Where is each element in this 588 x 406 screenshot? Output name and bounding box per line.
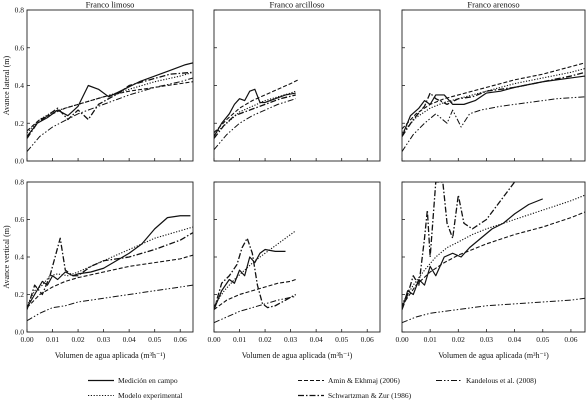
series-line-dotted [27, 71, 193, 134]
x-tick-label: 0.04 [310, 335, 323, 344]
series-line-dotted [214, 230, 297, 307]
x-tick-label: 0.02 [72, 335, 85, 344]
legend-label: Amin & Ekhmaj (2006) [328, 376, 400, 385]
x-tick-label: 0.00 [395, 335, 408, 344]
series-line-dashdot [402, 71, 585, 137]
y-tick-label: 0.2 [15, 119, 25, 128]
series-line-dashdot [27, 232, 193, 310]
legend-label: Medición en campo [118, 376, 178, 385]
y-tick-label: 0.6 [15, 43, 25, 52]
x-tick-label: 0.01 [46, 335, 59, 344]
plot-frame [401, 181, 586, 333]
x-tick-label: 0.04 [123, 335, 136, 344]
legend-label: Schwartzman & Zur (1986) [328, 391, 412, 400]
x-tick-label: 0.03 [480, 335, 493, 344]
panel-title: Franco arenoso [467, 0, 519, 10]
x-axis-label: Volumen de agua aplicada (m³h⁻¹) [242, 351, 353, 360]
x-tick-label: 0.02 [259, 335, 272, 344]
panel-vertical-0 [26, 181, 194, 333]
y-tick-label: 0.0 [15, 328, 25, 337]
x-tick-label: 0.05 [148, 335, 161, 344]
panel-title: Franco arcilloso [270, 0, 325, 10]
legend-label: Kandelous et al. (2008) [466, 376, 537, 385]
series-line-dashdotdot [402, 297, 585, 324]
panel-vertical-1 [213, 181, 381, 333]
y-tick-label: 0.6 [15, 215, 25, 224]
series-line-dashdotdot [214, 98, 296, 151]
series-line-dashdot [27, 71, 193, 139]
y-tick-label: 0.0 [15, 157, 25, 166]
panel-lateral-1 [213, 9, 381, 162]
series-line-dotted [214, 90, 296, 135]
y-tick-label: 0.8 [15, 178, 25, 187]
series-line-dashdotdot [27, 284, 193, 322]
x-tick-label: 0.04 [508, 335, 521, 344]
x-tick-label: 0.06 [174, 335, 187, 344]
x-tick-label: 0.05 [335, 335, 348, 344]
y-tick-label: 0.8 [15, 6, 25, 15]
y-tick-label: 0.4 [15, 81, 25, 90]
series-line-solid [214, 248, 286, 310]
series-line-dashdot [214, 94, 296, 139]
x-tick-label: 0.03 [284, 335, 297, 344]
y-axis-label: Avance vertical (m) [2, 225, 11, 289]
x-tick-label: 0.01 [233, 335, 246, 344]
series-line-dashed [27, 254, 193, 309]
x-tick-label: 0.05 [536, 335, 549, 344]
x-tick-label: 0.02 [452, 335, 465, 344]
panel-lateral-0 [26, 9, 194, 162]
legend-label: Modelo experimental [118, 391, 182, 400]
series-line-solid [402, 75, 585, 137]
series-line-dashdotdot [27, 77, 193, 152]
x-tick-label: 0.06 [361, 335, 374, 344]
y-tick-label: 0.4 [15, 253, 25, 262]
x-axis-label: Volumen de agua aplicada (m³h⁻¹) [55, 351, 166, 360]
series-line-dashed [402, 62, 585, 130]
series-line-solid [27, 62, 193, 137]
y-tick-label: 0.2 [15, 290, 25, 299]
panel-lateral-2 [401, 9, 586, 162]
series-line-dashdot [402, 182, 516, 310]
x-tick-label: 0.06 [564, 335, 577, 344]
x-axis-label: Volumen de agua aplicada (m³h⁻¹) [438, 351, 549, 360]
series-line-dashdot [214, 237, 297, 310]
x-tick-label: 0.00 [207, 335, 220, 344]
panel-vertical-2 [401, 181, 586, 333]
series-line-dotted [402, 67, 585, 134]
plot-frame [213, 9, 381, 162]
series-line-solid [214, 88, 296, 137]
series-line-dashed [27, 81, 193, 132]
series-line-dashed [214, 79, 299, 134]
plot-frame [26, 181, 194, 333]
series-line-dotted [402, 194, 585, 305]
y-axis-label: Avance lateral (m) [2, 55, 11, 115]
series-line-solid [27, 215, 191, 308]
x-tick-label: 0.01 [424, 335, 437, 344]
panel-title: Franco limoso [86, 0, 135, 10]
series-line-dashdotdot [402, 96, 585, 152]
x-tick-label: 0.00 [20, 335, 33, 344]
x-tick-label: 0.03 [97, 335, 110, 344]
series-line-dotted [27, 226, 193, 307]
series-line-dashed [402, 211, 585, 307]
